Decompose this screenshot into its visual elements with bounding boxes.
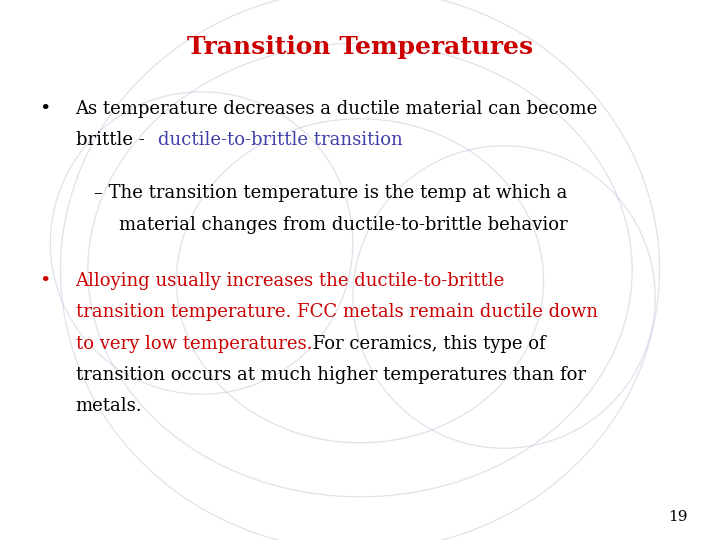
Text: •: •	[40, 272, 51, 290]
Text: 19: 19	[668, 510, 688, 524]
Text: Transition Temperatures: Transition Temperatures	[187, 35, 533, 59]
Text: brittle -: brittle -	[76, 131, 150, 149]
Text: material changes from ductile-to-brittle behavior: material changes from ductile-to-brittle…	[119, 216, 567, 234]
Text: ductile-to-brittle transition: ductile-to-brittle transition	[158, 131, 403, 149]
Text: – The transition temperature is the temp at which a: – The transition temperature is the temp…	[94, 185, 567, 202]
Text: Alloying usually increases the ductile-to-brittle: Alloying usually increases the ductile-t…	[76, 272, 505, 290]
Text: •: •	[40, 100, 51, 118]
Text: As temperature decreases a ductile material can become: As temperature decreases a ductile mater…	[76, 100, 598, 118]
Text: metals.: metals.	[76, 397, 143, 415]
Text: to very low temperatures.: to very low temperatures.	[76, 335, 312, 353]
Text: transition occurs at much higher temperatures than for: transition occurs at much higher tempera…	[76, 366, 585, 384]
Text: transition temperature. FCC metals remain ductile down: transition temperature. FCC metals remai…	[76, 303, 598, 321]
Text: For ceramics, this type of: For ceramics, this type of	[307, 335, 546, 353]
